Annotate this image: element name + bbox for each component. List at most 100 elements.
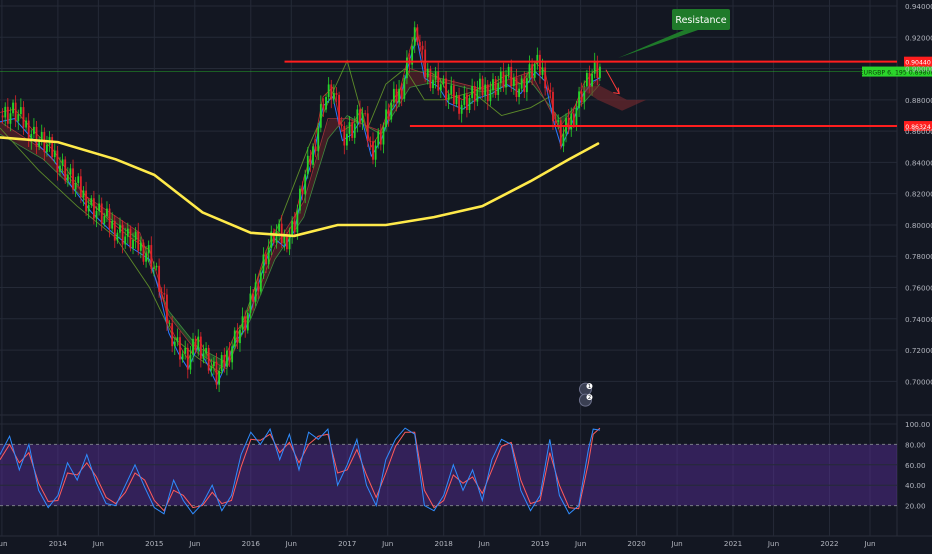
candle-down — [552, 91, 554, 122]
candle-up — [267, 247, 270, 265]
osc-tick-label: 40.00 — [905, 481, 926, 490]
candle-up — [103, 216, 106, 224]
candle-up — [390, 102, 393, 120]
candle-up — [9, 113, 12, 124]
level-price-label: 0.90440 — [905, 60, 931, 67]
time-tick-label: Jun — [0, 539, 8, 548]
projection-arrow-line — [605, 69, 620, 94]
candle-down — [486, 84, 489, 102]
candle-down — [465, 94, 468, 111]
candle-down — [473, 86, 476, 102]
candle-up — [575, 108, 578, 125]
candle-down — [424, 49, 427, 78]
candle-down — [51, 137, 54, 158]
candle-up — [218, 370, 221, 385]
candle-up — [17, 114, 20, 122]
candle-up — [82, 190, 85, 198]
candle-up — [377, 131, 380, 146]
candle-down — [6, 106, 9, 124]
candle-up — [434, 71, 437, 80]
candle-up — [77, 176, 80, 183]
candle-down — [515, 77, 518, 98]
level-price-tag — [904, 121, 932, 132]
time-tick-label: Jun — [92, 539, 104, 548]
price-axis[interactable]: 0.94000 0.92000 0.90000 0.88000 0.86000 0.840… — [905, 2, 932, 386]
price-tick-label: 0.76000 — [905, 284, 932, 293]
candle-up — [411, 45, 414, 65]
candle-up — [239, 329, 241, 344]
candle-up — [210, 366, 213, 371]
candle-up — [296, 210, 299, 233]
candle-up — [492, 79, 494, 91]
candle-up — [111, 220, 114, 229]
candle-down — [580, 91, 583, 103]
time-tick-label: 2021 — [724, 539, 742, 548]
candle-up — [291, 220, 294, 235]
candle-down — [199, 336, 202, 359]
time-tick-label: Jun — [188, 539, 200, 548]
projection-zone — [578, 85, 647, 111]
candle-up — [106, 208, 108, 217]
price-tick-label: 0.78000 — [905, 252, 932, 261]
candle-up — [520, 78, 523, 89]
oscillator-grid — [0, 423, 897, 507]
time-tick-label: 2018 — [435, 539, 454, 548]
candle-up — [259, 273, 262, 292]
candle-up — [173, 341, 176, 347]
osc-tick-label: 80.00 — [905, 440, 926, 449]
price-tick-label: 0.90000 — [905, 65, 932, 74]
osc-tick-label: 100.00 — [905, 420, 931, 429]
candle-up — [484, 84, 487, 96]
candle-down — [330, 84, 333, 100]
candle-up — [327, 84, 330, 97]
candle-down — [531, 64, 534, 78]
candle-up — [116, 232, 119, 241]
candle-up — [262, 254, 265, 274]
time-tick-label: 2015 — [145, 539, 163, 548]
candle-down — [186, 347, 189, 370]
ma200-line — [0, 136, 600, 238]
candle-up — [505, 75, 507, 88]
candle-down — [338, 94, 341, 125]
candle-up — [460, 104, 463, 114]
candle-down — [108, 208, 111, 229]
time-tick-label: 2020 — [627, 539, 646, 548]
price-tick-label: 0.82000 — [905, 190, 932, 199]
candle-down — [64, 159, 67, 181]
time-tick-label: Jun — [478, 539, 490, 548]
time-tick-label: Jun — [863, 539, 875, 548]
candle-up — [181, 353, 184, 360]
candle-up — [525, 78, 528, 93]
candle-up — [432, 79, 434, 89]
candle-down — [244, 316, 247, 331]
candle-up — [304, 174, 307, 195]
callout-pointer — [618, 30, 698, 58]
time-tick-label: Jun — [285, 539, 297, 548]
time-axis[interactable]: Jun 2014 Jun 2015 Jun 2016 Jun 2017 Jun 2018 Jun 20… — [0, 539, 876, 548]
candle-up — [139, 242, 142, 251]
event-marker-badge — [586, 383, 593, 390]
stoch-band — [0, 444, 897, 506]
candle-up — [455, 95, 458, 105]
candle-up — [231, 346, 234, 363]
candle-down — [494, 79, 497, 95]
candle-down — [150, 245, 153, 269]
candle-up — [61, 159, 64, 166]
candle-up — [533, 63, 536, 78]
candle-up — [98, 203, 101, 211]
candle-up — [205, 348, 207, 354]
candle-up — [450, 85, 453, 95]
candle-up — [95, 210, 98, 219]
candle-up — [59, 165, 61, 172]
candle-down — [502, 71, 505, 88]
candle-up — [583, 86, 586, 103]
candle-down — [223, 355, 226, 367]
candle-up — [476, 89, 479, 102]
candle-up — [319, 104, 322, 128]
candle-down — [166, 294, 168, 324]
candle-up — [40, 131, 43, 140]
candle-up — [325, 96, 327, 110]
oscillator-axis[interactable]: 100.00 80.00 60.00 40.00 20.00 — [905, 420, 931, 511]
candle-up — [489, 90, 492, 102]
